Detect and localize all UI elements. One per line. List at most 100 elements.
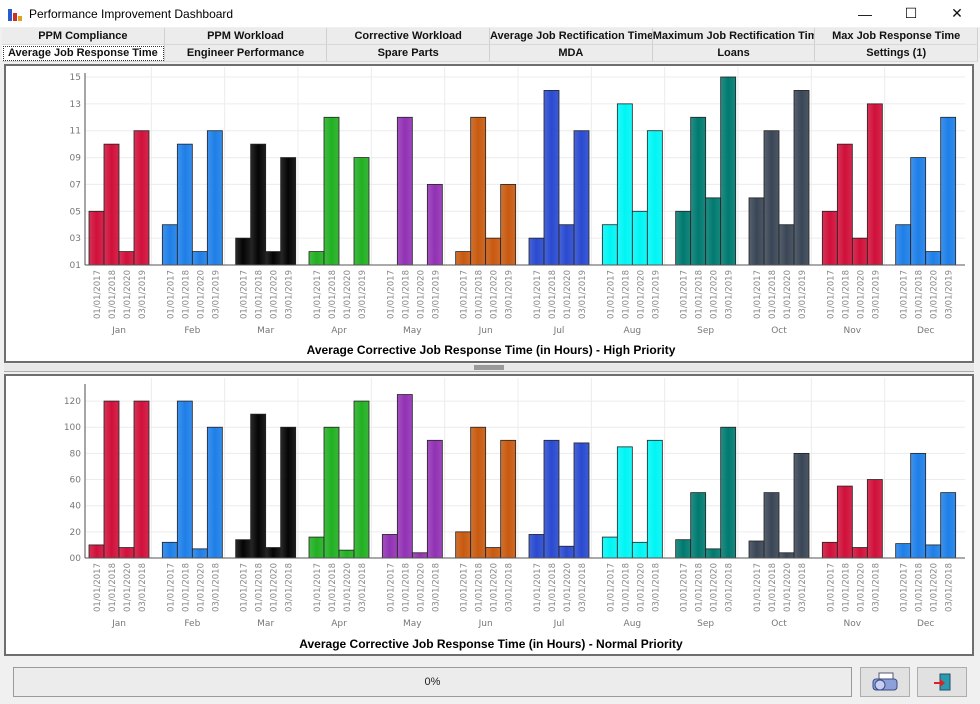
month-label: Jun xyxy=(478,326,493,336)
month-label: Dec xyxy=(917,326,934,336)
bar-sep-1 xyxy=(675,539,692,559)
bar-mar-2 xyxy=(250,413,267,559)
bar-jun-2 xyxy=(470,426,487,559)
bar-aug-2 xyxy=(616,446,633,559)
bar-apr-3 xyxy=(338,549,355,559)
x-tick-label: 01/01/2020 xyxy=(343,270,353,319)
bar-nov-4 xyxy=(866,479,883,559)
bar-feb-2 xyxy=(176,400,193,559)
x-tick-label: 01/01/2020 xyxy=(196,563,206,612)
tab-max-job-response-time[interactable]: Max Job Response Time xyxy=(815,28,979,45)
bar-nov-1 xyxy=(821,541,838,559)
tab-loans[interactable]: Loans xyxy=(652,45,816,62)
minimize-icon[interactable]: — xyxy=(858,5,872,22)
x-tick-label: 01/01/2020 xyxy=(270,563,280,612)
x-tick-label: 03/01/2019 xyxy=(285,270,295,319)
tab-ppm-compliance[interactable]: PPM Compliance xyxy=(2,28,165,45)
x-tick-label: 01/01/2017 xyxy=(900,563,910,612)
bar-jul-1 xyxy=(528,237,545,266)
x-tick-label: 01/01/2017 xyxy=(166,270,176,319)
x-tick-label: 01/01/2018 xyxy=(255,270,265,319)
bar-apr-4 xyxy=(353,157,370,266)
x-tick-label: 03/01/2019 xyxy=(725,270,735,319)
bar-jun-2 xyxy=(470,116,487,266)
tab-average-job-response-time[interactable]: Average Job Response Time xyxy=(2,45,165,62)
x-tick-label: 03/01/2018 xyxy=(871,563,881,612)
maximize-icon[interactable]: ☐ xyxy=(904,5,918,21)
x-tick-label: 01/01/2018 xyxy=(108,563,118,612)
x-tick-label: 03/01/2019 xyxy=(651,270,661,319)
x-tick-label: 01/01/2017 xyxy=(93,270,103,319)
bar-dec-3 xyxy=(925,251,942,266)
bar-aug-1 xyxy=(601,224,618,266)
x-tick-label: 01/01/2020 xyxy=(783,270,793,319)
x-tick-label: 03/01/2019 xyxy=(871,270,881,319)
bar-jul-2 xyxy=(543,90,560,266)
x-tick-label: 01/01/2018 xyxy=(548,563,558,612)
bar-nov-1 xyxy=(821,210,838,266)
x-tick-label: 01/01/2018 xyxy=(475,270,485,319)
bar-apr-4 xyxy=(353,400,370,559)
x-tick-label: 01/01/2018 xyxy=(401,270,411,319)
x-tick-label: 01/01/2018 xyxy=(548,270,558,319)
y-tick-label: 00 xyxy=(70,554,82,564)
x-tick-label: 01/01/2018 xyxy=(768,270,778,319)
x-tick-label: 03/01/2018 xyxy=(211,563,221,612)
bar-dec-2 xyxy=(910,452,927,559)
panel-splitter[interactable] xyxy=(4,364,974,372)
bar-jan-3 xyxy=(118,251,135,266)
tab-ppm-workload[interactable]: PPM Workload xyxy=(164,28,328,45)
bar-apr-1 xyxy=(308,536,325,559)
tab-engineer-performance[interactable]: Engineer Performance xyxy=(164,45,328,62)
x-tick-label: 01/01/2018 xyxy=(328,563,338,612)
tab-spare-parts[interactable]: Spare Parts xyxy=(327,45,491,62)
bar-may-4 xyxy=(426,184,443,266)
print-button[interactable] xyxy=(860,667,910,697)
bar-mar-1 xyxy=(235,539,252,559)
x-tick-label: 03/01/2018 xyxy=(578,563,588,612)
x-tick-label: 01/01/2017 xyxy=(826,563,836,612)
x-tick-label: 01/01/2017 xyxy=(93,563,103,612)
bar-nov-2 xyxy=(836,143,853,266)
month-label: Nov xyxy=(844,326,862,336)
x-tick-label: 01/01/2018 xyxy=(181,563,191,612)
close-icon[interactable]: ✕ xyxy=(951,5,963,21)
app-icon xyxy=(7,6,23,22)
x-tick-label: 01/01/2017 xyxy=(900,270,910,319)
bar-dec-2 xyxy=(910,157,927,266)
bar-may-4 xyxy=(426,439,443,559)
high-priority-chart-panel: Average Corrective Job Response Time (in… xyxy=(4,64,974,363)
bar-mar-4 xyxy=(280,157,297,266)
exit-button[interactable] xyxy=(917,667,967,697)
tab-corrective-workload[interactable]: Corrective Workload xyxy=(327,28,491,45)
bar-jun-1 xyxy=(455,531,472,559)
x-tick-label: 01/01/2017 xyxy=(606,563,616,612)
month-label: May xyxy=(403,619,422,629)
y-tick-label: 13 xyxy=(70,100,81,110)
bar-jan-2 xyxy=(103,143,120,266)
x-tick-label: 03/01/2018 xyxy=(798,563,808,612)
tab-settings[interactable]: Settings (1) xyxy=(815,45,979,62)
bar-aug-4 xyxy=(646,439,663,559)
month-label: Nov xyxy=(844,619,862,629)
y-tick-label: 120 xyxy=(64,397,81,407)
tab-mda[interactable]: MDA xyxy=(490,45,653,62)
tab-average-job-rectification-time[interactable]: Average Job Rectification Time xyxy=(490,28,653,45)
x-tick-label: 01/01/2020 xyxy=(783,563,793,612)
x-tick-label: 01/01/2017 xyxy=(753,270,763,319)
x-tick-label: 01/01/2017 xyxy=(533,563,543,612)
bar-oct-3 xyxy=(778,552,795,559)
chart-title: Average Corrective Job Response Time (in… xyxy=(307,343,676,357)
bar-feb-1 xyxy=(161,224,178,266)
bar-mar-1 xyxy=(235,237,252,266)
month-label: Sep xyxy=(697,326,714,336)
tab-maximum-job-rectification-time[interactable]: Maximum Job Rectification Time xyxy=(652,28,816,45)
splitter-grip[interactable] xyxy=(474,365,504,370)
x-tick-label: 01/01/2017 xyxy=(533,270,543,319)
y-tick-label: 15 xyxy=(70,73,81,83)
month-label: Sep xyxy=(697,619,714,629)
x-tick-label: 03/01/2018 xyxy=(505,563,515,612)
x-tick-label: 01/01/2020 xyxy=(563,563,573,612)
x-tick-label: 01/01/2018 xyxy=(841,563,851,612)
month-label: Mar xyxy=(257,326,274,336)
